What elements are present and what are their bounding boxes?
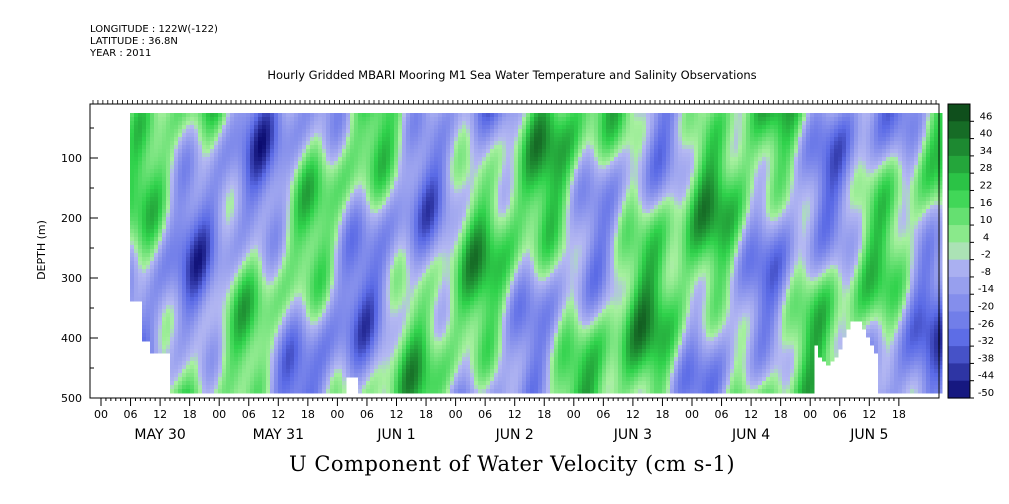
- y-tick-label: 500: [61, 392, 82, 405]
- x-day-label: JUN 4: [731, 427, 770, 443]
- y-axis-label: DEPTH (m): [35, 220, 48, 280]
- x-hour-label: 00: [685, 408, 699, 421]
- colorbar-tick-label: -2: [981, 250, 991, 261]
- colorbar-band: [948, 155, 970, 174]
- colorbar-tick-label: 22: [980, 180, 993, 191]
- colorbar-band: [948, 259, 970, 278]
- x-hour-label: 06: [360, 408, 374, 421]
- x-hour-label: 12: [271, 408, 285, 421]
- y-tick-label: 400: [61, 332, 82, 345]
- colorbar-tick-label: -32: [978, 336, 994, 347]
- x-hour-label: 00: [803, 408, 817, 421]
- x-hour-label: 00: [212, 408, 226, 421]
- x-hour-label: 06: [478, 408, 492, 421]
- x-day-label: JUN 3: [613, 427, 652, 443]
- x-hour-label: 06: [715, 408, 729, 421]
- colorbar-tick-label: -8: [981, 267, 991, 278]
- x-hour-label: 12: [390, 408, 404, 421]
- colorbar-band: [948, 276, 970, 295]
- colorbar-band: [948, 294, 970, 313]
- colorbar-tick-label: 34: [980, 146, 993, 157]
- colorbar-tick-label: -38: [978, 353, 994, 364]
- x-hour-label: 12: [744, 408, 758, 421]
- x-hour-label: 18: [301, 408, 315, 421]
- y-tick-label: 100: [61, 152, 82, 165]
- x-day-label: JUN 1: [376, 427, 415, 443]
- x-day-label: JUN 5: [849, 427, 888, 443]
- colorbar-band: [948, 173, 970, 192]
- colorbar-band: [948, 346, 970, 365]
- latitude-label: LATITUDE : 36.8N: [90, 36, 178, 47]
- colorbar-band: [948, 104, 970, 122]
- x-hour-label: 18: [655, 408, 669, 421]
- colorbar-band: [948, 363, 970, 382]
- x-day-label: JUN 2: [495, 427, 534, 443]
- x-day-label: MAY 31: [253, 427, 304, 443]
- x-hour-label: 00: [330, 408, 344, 421]
- colorbar-tick-label: 40: [980, 129, 993, 140]
- x-day-label: MAY 30: [134, 427, 185, 443]
- colorbar-band: [948, 311, 970, 330]
- variable-label: U Component of Water Velocity (cm s-1): [288, 452, 736, 476]
- longitude-label: LONGITUDE : 122W(-122): [90, 24, 218, 35]
- x-hour-label: 12: [508, 408, 522, 421]
- colorbar-band: [948, 225, 970, 243]
- colorbar-tick-label: 28: [980, 163, 993, 174]
- colorbar-band: [948, 207, 970, 226]
- colorbar-tick-label: -14: [978, 284, 994, 295]
- chart-title: Hourly Gridded MBARI Mooring M1 Sea Wate…: [267, 68, 757, 82]
- x-hour-label: 12: [862, 408, 876, 421]
- colorbar-tick-label: 16: [980, 198, 993, 209]
- x-hour-label: 18: [537, 408, 551, 421]
- colorbar-band: [948, 138, 970, 157]
- colorbar-tick-label: -20: [978, 302, 994, 313]
- x-hour-label: 18: [419, 408, 433, 421]
- x-hour-label: 00: [567, 408, 581, 421]
- colorbar-tick-label: 4: [983, 232, 989, 243]
- x-hour-label: 18: [892, 408, 906, 421]
- colorbar-band: [948, 380, 970, 399]
- x-hour-label: 06: [833, 408, 847, 421]
- x-hour-label: 12: [153, 408, 167, 421]
- colorbar-band: [948, 242, 970, 261]
- x-hour-label: 12: [626, 408, 640, 421]
- heatmap-cells: [130, 113, 943, 394]
- x-hour-label: 18: [774, 408, 788, 421]
- colorbar-band: [948, 121, 970, 140]
- colorbar-tick-label: 46: [980, 111, 993, 122]
- x-hour-label: 06: [124, 408, 138, 421]
- colorbar-tick-label: -44: [978, 371, 994, 382]
- y-tick-label: 200: [61, 212, 82, 225]
- colorbar-tick-label: -50: [978, 388, 994, 399]
- colorbar-band: [948, 190, 970, 209]
- colorbar-band: [948, 328, 970, 347]
- colorbar-tick-label: 10: [980, 215, 993, 226]
- x-hour-label: 00: [94, 408, 108, 421]
- x-hour-label: 00: [449, 408, 463, 421]
- y-tick-label: 300: [61, 272, 82, 285]
- year-label: YEAR : 2011: [90, 48, 152, 59]
- colorbar-frame: [947, 103, 971, 399]
- x-hour-label: 06: [242, 408, 256, 421]
- colorbar-tick-label: -26: [978, 319, 994, 330]
- x-hour-label: 18: [183, 408, 197, 421]
- x-hour-label: 06: [596, 408, 610, 421]
